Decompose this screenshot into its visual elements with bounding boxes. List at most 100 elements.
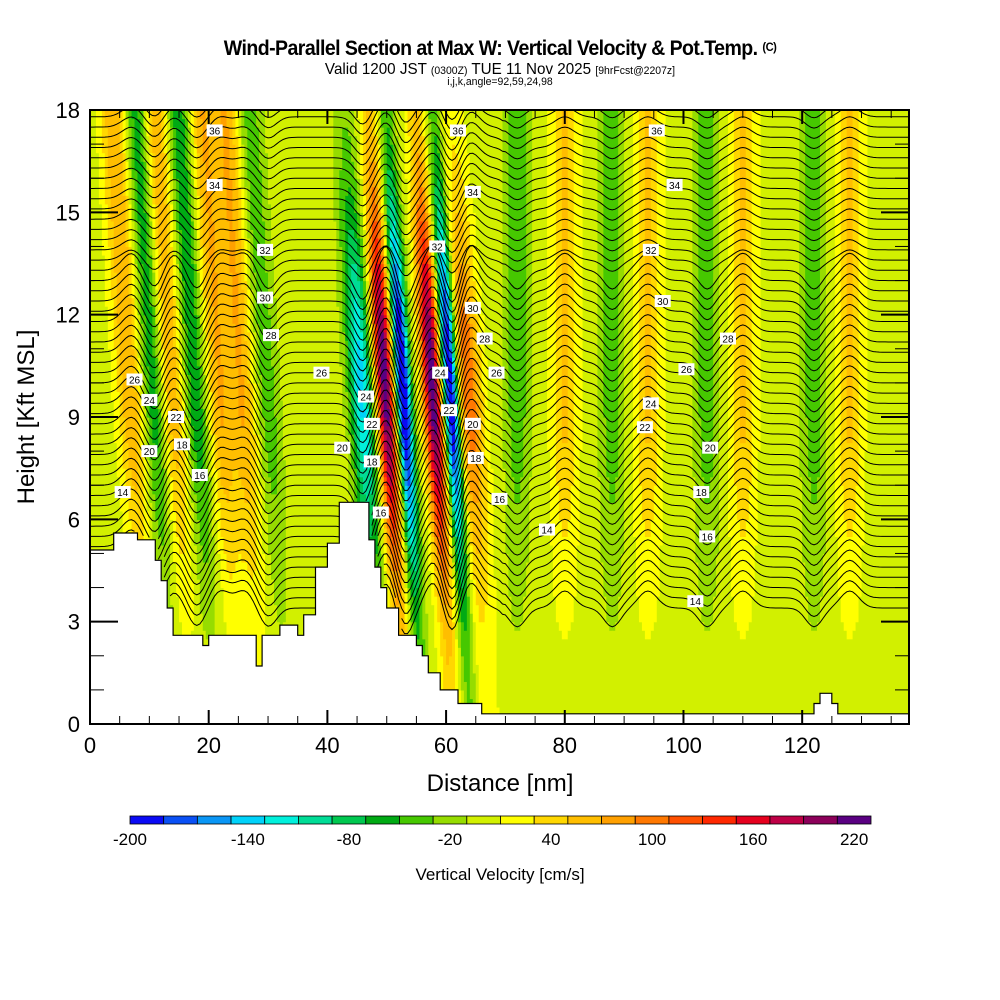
theta-contour-line bbox=[90, 275, 909, 331]
w-cell bbox=[452, 348, 456, 358]
w-cell bbox=[137, 272, 142, 316]
w-cell bbox=[395, 434, 400, 444]
w-cell bbox=[413, 382, 418, 410]
w-cell bbox=[404, 280, 409, 299]
w-cell bbox=[437, 408, 441, 427]
w-cell bbox=[410, 527, 415, 546]
w-cell bbox=[389, 365, 394, 375]
w-cell bbox=[354, 178, 358, 213]
contour-label: 32 bbox=[642, 243, 659, 257]
w-cell bbox=[235, 135, 239, 188]
w-cell bbox=[401, 297, 406, 307]
w-cell bbox=[457, 425, 462, 435]
y-tick-label: 3 bbox=[68, 610, 80, 635]
w-cell bbox=[389, 246, 394, 282]
w-cell bbox=[517, 502, 521, 631]
w-cell bbox=[386, 297, 391, 307]
w-cell bbox=[440, 417, 444, 435]
w-cell bbox=[425, 169, 429, 196]
w-cell bbox=[374, 348, 379, 367]
w-cell bbox=[404, 493, 409, 503]
w-cell bbox=[710, 621, 714, 724]
w-cell bbox=[386, 272, 391, 290]
w-cell bbox=[431, 289, 435, 299]
w-cell bbox=[380, 272, 385, 290]
w-cell bbox=[374, 374, 379, 393]
contour-label: 34 bbox=[206, 179, 223, 192]
w-cell bbox=[671, 110, 676, 724]
w-cell bbox=[232, 144, 237, 230]
w-cell bbox=[564, 638, 569, 724]
w-cell bbox=[380, 195, 385, 213]
w-cell bbox=[167, 476, 171, 529]
w-cell bbox=[428, 485, 432, 512]
theta-contour-line bbox=[371, 460, 909, 512]
w-cell bbox=[600, 561, 604, 724]
w-cell bbox=[155, 289, 159, 324]
w-cell bbox=[422, 135, 426, 162]
w-cell bbox=[437, 348, 441, 358]
theta-contour-line bbox=[90, 152, 909, 186]
theta-contour-line bbox=[90, 487, 340, 525]
w-cell bbox=[223, 178, 228, 495]
w-cell bbox=[428, 425, 432, 435]
w-cell bbox=[383, 459, 388, 478]
w-cell bbox=[454, 570, 459, 589]
w-cell bbox=[161, 382, 165, 418]
contour-label-text: 26 bbox=[681, 365, 693, 376]
w-cell bbox=[137, 314, 142, 358]
w-cell bbox=[668, 110, 673, 724]
w-cell bbox=[374, 399, 379, 418]
w-cell bbox=[226, 110, 231, 128]
w-cell bbox=[351, 195, 355, 230]
w-cell bbox=[122, 152, 127, 196]
w-cell bbox=[422, 459, 426, 495]
w-cell bbox=[140, 399, 145, 452]
w-cell bbox=[739, 110, 744, 444]
w-cell bbox=[493, 110, 498, 580]
w-cell bbox=[404, 536, 409, 546]
theta-contour-line bbox=[90, 296, 909, 352]
w-cell bbox=[520, 110, 524, 478]
w-cell bbox=[452, 579, 456, 623]
w-cell bbox=[232, 570, 237, 674]
w-cell bbox=[176, 110, 180, 179]
w-cell bbox=[778, 110, 783, 724]
w-cell bbox=[457, 161, 462, 213]
w-cell bbox=[446, 272, 450, 282]
w-cell bbox=[541, 110, 545, 724]
w-cell bbox=[410, 417, 415, 435]
w-cell bbox=[196, 237, 201, 273]
contour-label-text: 22 bbox=[639, 423, 651, 434]
w-cell bbox=[407, 553, 412, 572]
w-cell bbox=[128, 127, 133, 171]
w-cell bbox=[220, 127, 225, 367]
w-cell bbox=[196, 519, 201, 580]
w-cell bbox=[389, 306, 394, 316]
theta-contour-line bbox=[371, 470, 909, 522]
w-cell bbox=[297, 110, 302, 724]
w-cell bbox=[363, 195, 367, 230]
w-cell bbox=[817, 110, 821, 478]
w-cell bbox=[457, 647, 462, 691]
w-cell bbox=[416, 434, 420, 469]
w-cell bbox=[808, 621, 812, 724]
w-cell bbox=[814, 630, 818, 724]
w-cell bbox=[440, 340, 444, 350]
w-cell bbox=[416, 110, 420, 154]
w-cell bbox=[167, 527, 171, 640]
w-cell bbox=[398, 451, 403, 461]
w-cell bbox=[333, 220, 337, 724]
w-cell bbox=[707, 502, 711, 631]
w-cell bbox=[588, 110, 593, 724]
w-cell bbox=[680, 110, 685, 724]
w-cell bbox=[454, 297, 459, 324]
w-cell bbox=[434, 203, 438, 248]
w-cell bbox=[351, 374, 355, 410]
w-cell bbox=[389, 229, 394, 248]
contour-label: 30 bbox=[257, 291, 274, 305]
w-cell bbox=[161, 152, 165, 299]
w-cell bbox=[386, 476, 391, 486]
theta-contour-line bbox=[125, 529, 135, 534]
w-cell bbox=[555, 621, 560, 724]
